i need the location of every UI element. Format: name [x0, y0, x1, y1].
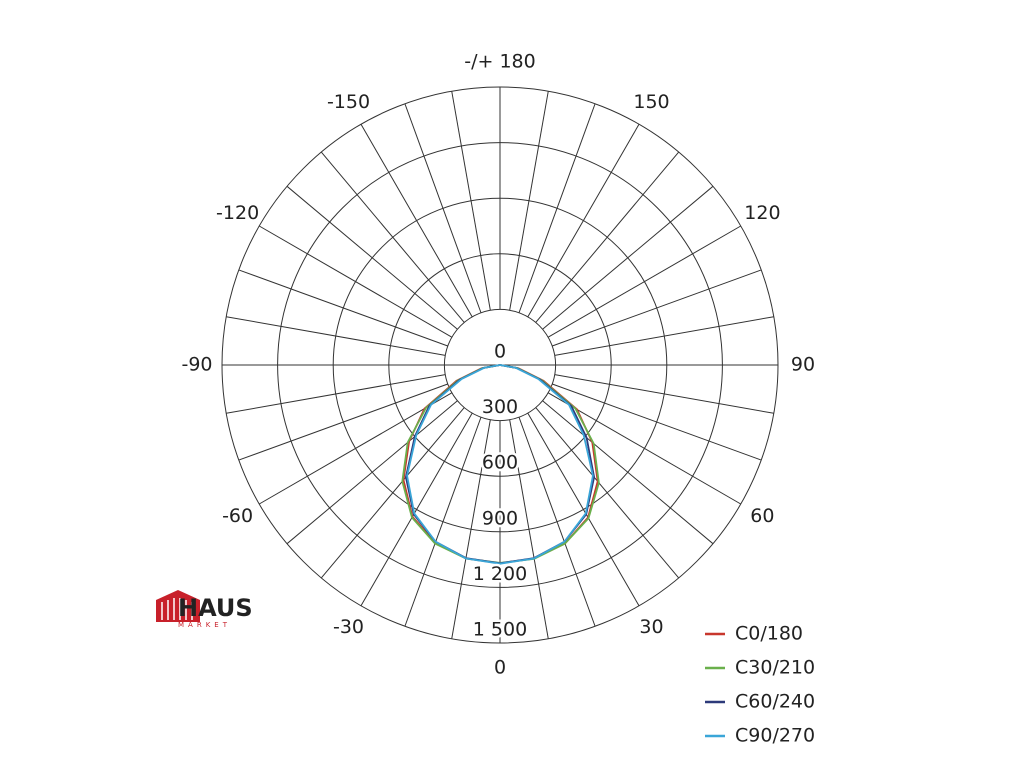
minor-grid-line	[238, 383, 448, 461]
angle-tick-label: 120	[744, 202, 780, 224]
legend-label: C0/180	[735, 623, 803, 645]
angle-tick-label: 0	[494, 657, 506, 679]
minor-grid-line	[226, 316, 446, 356]
minor-grid-line	[554, 316, 774, 356]
minor-grid-line	[552, 383, 762, 461]
minor-grid-line	[509, 91, 549, 311]
angle-grid-line	[547, 225, 742, 338]
angle-grid-line	[258, 225, 453, 338]
minor-grid-line	[542, 400, 714, 545]
minor-grid-line	[552, 269, 762, 347]
legend-label: C60/240	[735, 691, 815, 713]
minor-grid-line	[509, 419, 549, 639]
angle-tick-label: -90	[181, 354, 212, 376]
logo-name: HAUS	[178, 594, 253, 622]
radial-tick-label: 1 200	[473, 563, 527, 585]
minor-grid-line	[404, 103, 482, 313]
minor-grid-line	[518, 417, 596, 627]
legend-label: C30/210	[735, 657, 815, 679]
angle-grid-line	[547, 392, 742, 505]
minor-grid-line	[320, 151, 465, 323]
minor-grid-line	[518, 103, 596, 313]
angle-tick-label: -150	[327, 91, 370, 113]
angle-tick-label: 90	[791, 354, 815, 376]
minor-grid-line	[226, 374, 446, 414]
minor-grid-line	[238, 269, 448, 347]
angle-grid-line	[527, 123, 640, 318]
angle-grid-line	[360, 412, 473, 607]
minor-grid-line	[535, 407, 680, 579]
legend-label: C90/270	[735, 725, 815, 747]
angle-tick-label: 60	[750, 505, 774, 527]
angle-grid-line	[527, 412, 640, 607]
minor-grid-line	[542, 185, 714, 330]
logo-tagline: MARKET	[178, 621, 231, 629]
angle-tick-label: 150	[633, 91, 669, 113]
minor-grid-line	[286, 185, 458, 330]
angle-grid-line	[360, 123, 473, 318]
angle-grid-line	[258, 392, 453, 505]
angle-tick-label: -30	[333, 616, 364, 638]
radial-tick-label: 1 500	[473, 619, 527, 641]
radial-tick-label: 0	[494, 341, 506, 363]
minor-grid-line	[554, 374, 774, 414]
angle-tick-label: -/+ 180	[464, 51, 535, 73]
minor-grid-line	[286, 400, 458, 545]
minor-grid-line	[451, 91, 491, 311]
minor-grid-line	[320, 407, 465, 579]
angle-tick-label: -120	[216, 202, 259, 224]
minor-grid-line	[535, 151, 680, 323]
minor-grid-line	[451, 419, 491, 639]
radial-tick-label: 900	[482, 507, 518, 529]
radial-tick-label: 600	[482, 452, 518, 474]
angle-tick-label: -60	[222, 505, 253, 527]
minor-grid-line	[404, 417, 482, 627]
logo: HAUS MARKET	[156, 590, 253, 629]
series-line	[406, 364, 594, 565]
angle-tick-label: 30	[639, 616, 663, 638]
radial-tick-label: 300	[482, 396, 518, 418]
